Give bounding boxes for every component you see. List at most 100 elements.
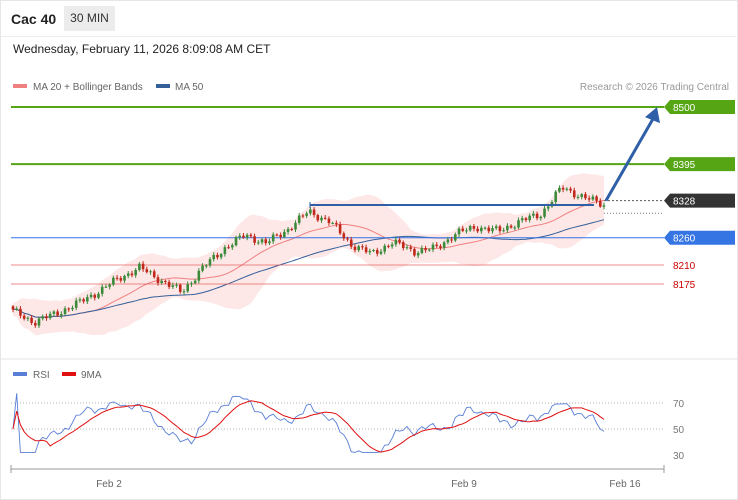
- candle-body: [208, 259, 212, 266]
- candle-body: [546, 206, 550, 209]
- header-bar: Cac 40 30 MIN: [0, 0, 736, 37]
- candle-body: [253, 236, 256, 243]
- datetime-label: Wednesday, February 11, 2026 8:09:08 AM …: [13, 42, 271, 56]
- candle-body: [297, 215, 301, 223]
- candle-body: [416, 253, 420, 256]
- candle-body: [182, 291, 186, 293]
- candle-body: [491, 228, 494, 232]
- candle-body: [480, 227, 483, 232]
- candle-body: [164, 280, 167, 282]
- bollinger-band: [13, 173, 604, 336]
- rsi-ma-legend-label: 9MA: [81, 370, 102, 381]
- candle-body: [86, 297, 89, 302]
- candle-body: [190, 283, 193, 285]
- candle-body: [424, 248, 427, 251]
- candle-body: [257, 242, 260, 244]
- candle-body: [238, 235, 242, 238]
- candle-body: [41, 316, 45, 319]
- ma20-legend-label: MA 20 + Bollinger Bands: [33, 82, 143, 93]
- candle-body: [186, 284, 189, 292]
- candle-body: [97, 293, 100, 298]
- rsi-line: [12, 393, 605, 453]
- candle-body: [361, 246, 364, 248]
- timeframe-button[interactable]: 30 MIN: [64, 6, 115, 31]
- candle-body: [535, 213, 539, 219]
- candle-body: [156, 277, 160, 283]
- candle-body: [532, 213, 535, 216]
- candle-body: [271, 234, 275, 242]
- candle-body: [364, 247, 368, 253]
- candle-body: [178, 284, 182, 292]
- pivot-level-tag: [664, 230, 735, 245]
- candle-body: [457, 228, 461, 235]
- candle-body: [30, 317, 33, 323]
- rsi-ma-legend-swatch: [62, 372, 76, 376]
- rsi-tick-label: 50: [673, 425, 685, 436]
- candle-body: [357, 246, 360, 251]
- candle-body: [498, 226, 502, 232]
- candle-body: [167, 281, 171, 287]
- candle-body: [569, 188, 572, 191]
- candle-body: [338, 224, 342, 234]
- rsi-tick-label: 30: [673, 451, 685, 462]
- candle-body: [353, 246, 357, 251]
- candle-body: [223, 247, 227, 255]
- candle-body: [420, 248, 424, 254]
- ma20-line: [12, 200, 605, 318]
- x-tick-label: Feb 2: [96, 479, 122, 490]
- candle-body: [149, 271, 152, 273]
- instrument-title: Cac 40: [11, 11, 57, 27]
- candle-body: [524, 218, 528, 221]
- bollinger-band-area: [13, 173, 604, 336]
- candle-body: [279, 234, 282, 238]
- candle-body: [286, 228, 290, 232]
- candle-body: [126, 273, 130, 276]
- candle-body: [130, 273, 134, 276]
- candle-body: [472, 226, 476, 229]
- level-labels: 8500 8395 8328 8260 8210 8175: [664, 100, 735, 291]
- candle-body: [283, 231, 286, 238]
- candle-body: [204, 265, 208, 267]
- candle-body: [56, 311, 59, 316]
- candle-body: [63, 308, 67, 315]
- candle-body: [216, 254, 219, 258]
- candle-body: [112, 277, 115, 285]
- current-level-tag: [664, 193, 735, 208]
- target-arrow-head: [645, 107, 660, 124]
- candle-body: [104, 286, 108, 288]
- candle-body: [587, 198, 591, 200]
- candle-body: [409, 247, 413, 249]
- candle-body: [565, 188, 569, 190]
- x-tick-label: Feb 16: [609, 479, 641, 490]
- candle-body: [93, 294, 97, 298]
- candle-body: [82, 299, 85, 302]
- candle-body: [74, 300, 78, 308]
- rsi-ma-line: [12, 400, 605, 453]
- candle-body: [435, 244, 439, 247]
- candle-body: [134, 269, 137, 276]
- candle-body: [375, 250, 379, 254]
- candle-body: [517, 220, 520, 228]
- candle-body: [89, 294, 93, 298]
- candle-body: [45, 316, 48, 319]
- candle-body: [327, 218, 331, 224]
- rsi-legend-swatch: [13, 372, 27, 376]
- candle-body: [383, 245, 386, 252]
- candle-body: [394, 239, 398, 245]
- candle-body: [201, 265, 204, 271]
- moving-averages: [12, 200, 605, 318]
- candle-body: [595, 196, 598, 201]
- candle-body: [268, 241, 271, 244]
- candle-body: [22, 315, 26, 319]
- candle-body: [242, 235, 245, 238]
- candle-body: [290, 228, 294, 230]
- candle-body: [245, 234, 249, 238]
- candle-body: [309, 209, 312, 214]
- resistance-level-tag: [664, 100, 735, 114]
- candle-body: [100, 286, 104, 294]
- price-levels: [11, 106, 664, 285]
- candle-body: [152, 271, 156, 278]
- candle-body: [331, 222, 334, 224]
- candle-body: [71, 307, 74, 310]
- candle-body: [372, 250, 375, 252]
